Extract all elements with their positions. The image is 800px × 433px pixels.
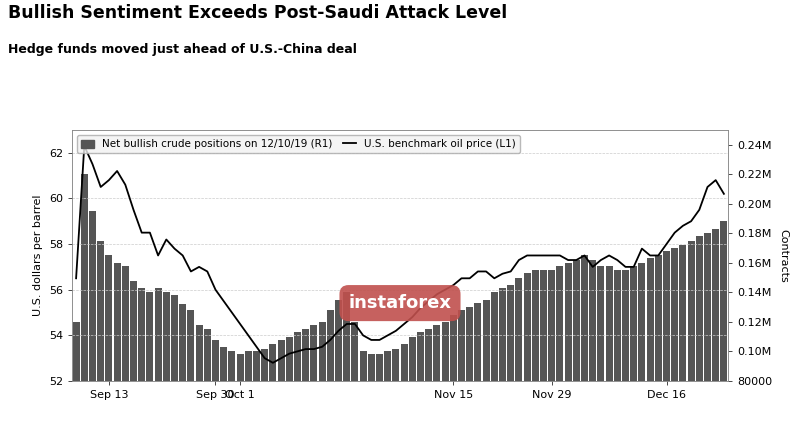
Bar <box>327 310 334 433</box>
Bar <box>434 325 440 433</box>
Bar <box>393 349 399 433</box>
Bar <box>302 330 309 433</box>
Bar <box>614 270 621 433</box>
Bar <box>335 300 342 433</box>
Bar <box>89 211 96 433</box>
Bar <box>376 355 383 433</box>
Bar <box>679 245 686 433</box>
Bar <box>401 344 407 433</box>
Bar <box>590 260 596 433</box>
Bar <box>524 273 530 433</box>
Bar <box>638 263 646 433</box>
Y-axis label: U.S. dollars per barrel: U.S. dollars per barrel <box>34 195 43 316</box>
Bar <box>688 241 694 433</box>
Bar <box>220 347 227 433</box>
Bar <box>106 255 112 433</box>
Bar <box>712 229 719 433</box>
Text: Bullish Sentiment Exceeds Post-Saudi Attack Level: Bullish Sentiment Exceeds Post-Saudi Att… <box>8 4 507 23</box>
Bar <box>663 251 670 433</box>
Bar <box>343 292 350 433</box>
Bar <box>310 325 318 433</box>
Bar <box>458 310 465 433</box>
Bar <box>204 330 210 433</box>
Bar <box>171 295 178 433</box>
Bar <box>73 322 79 433</box>
Bar <box>187 310 194 433</box>
Bar <box>655 255 662 433</box>
Bar <box>294 332 301 433</box>
Bar <box>122 266 129 433</box>
Bar <box>450 314 457 433</box>
Bar <box>138 288 145 433</box>
Bar <box>557 266 563 433</box>
Bar <box>622 270 629 433</box>
Bar <box>630 266 637 433</box>
Bar <box>270 344 276 433</box>
Bar <box>229 352 235 433</box>
Legend: Net bullish crude positions on 12/10/19 (R1), U.S. benchmark oil price (L1): Net bullish crude positions on 12/10/19 … <box>78 135 520 153</box>
Bar <box>548 270 555 433</box>
Bar <box>573 260 580 433</box>
Bar <box>179 304 186 433</box>
Bar <box>130 281 137 433</box>
Bar <box>286 337 293 433</box>
Bar <box>499 288 506 433</box>
Bar <box>278 339 285 433</box>
Bar <box>426 330 432 433</box>
Bar <box>474 303 482 433</box>
Bar <box>146 292 154 433</box>
Bar <box>163 292 170 433</box>
Bar <box>98 241 104 433</box>
Bar <box>417 332 424 433</box>
Bar <box>351 322 358 433</box>
Bar <box>442 322 449 433</box>
Bar <box>671 248 678 433</box>
Bar <box>565 263 571 433</box>
Bar <box>696 236 702 433</box>
Bar <box>606 266 613 433</box>
Bar <box>540 270 547 433</box>
Bar <box>368 355 374 433</box>
Bar <box>721 222 727 433</box>
Text: Hedge funds moved just ahead of U.S.-China deal: Hedge funds moved just ahead of U.S.-Chi… <box>8 43 357 56</box>
Bar <box>507 285 514 433</box>
Bar <box>384 352 391 433</box>
Bar <box>532 270 538 433</box>
Bar <box>253 352 260 433</box>
Bar <box>598 266 604 433</box>
Y-axis label: Contracts: Contracts <box>779 229 789 282</box>
Text: instaforex: instaforex <box>349 294 451 312</box>
Bar <box>245 352 252 433</box>
Bar <box>646 259 654 433</box>
Bar <box>360 352 366 433</box>
Bar <box>212 339 219 433</box>
Bar <box>515 278 522 433</box>
Bar <box>491 292 498 433</box>
Bar <box>196 325 202 433</box>
Bar <box>114 263 121 433</box>
Bar <box>154 288 162 433</box>
Bar <box>237 355 243 433</box>
Bar <box>262 349 268 433</box>
Bar <box>81 174 88 433</box>
Bar <box>466 307 473 433</box>
Bar <box>581 255 588 433</box>
Bar <box>409 337 416 433</box>
Bar <box>704 233 711 433</box>
Bar <box>318 322 326 433</box>
Bar <box>482 300 490 433</box>
